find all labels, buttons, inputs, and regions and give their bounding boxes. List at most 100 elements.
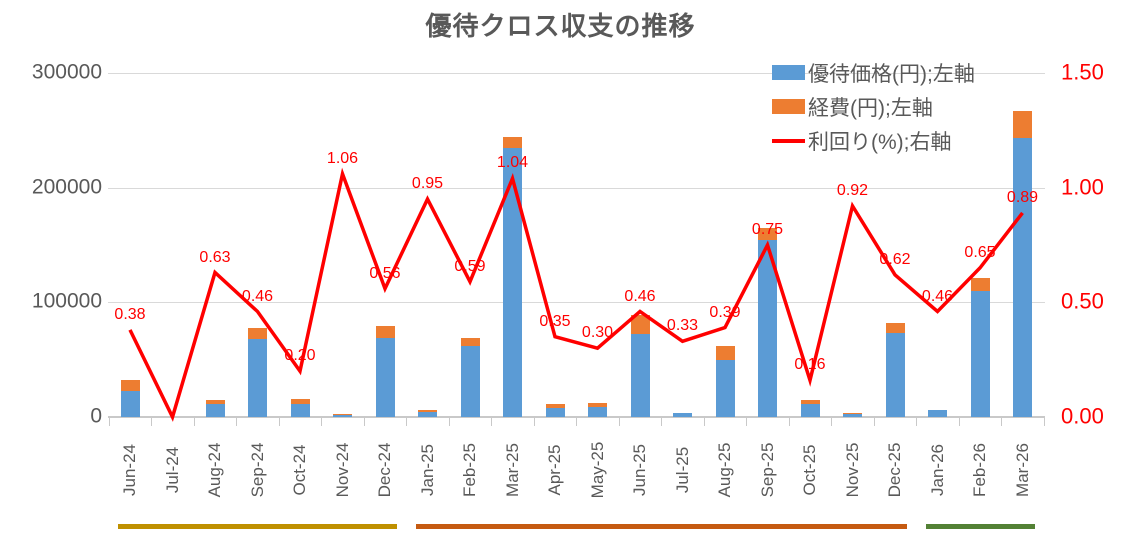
right-axis-tick-label: 0.50	[1061, 288, 1104, 314]
x-axis-tick	[406, 417, 408, 426]
x-axis-tick	[1001, 417, 1003, 426]
x-axis-label: Aug-25	[715, 442, 734, 498]
x-axis-tick	[236, 417, 238, 426]
x-axis-tick	[958, 417, 960, 426]
gridline	[108, 73, 1045, 74]
bar-expense	[120, 380, 140, 391]
bar-benefit	[248, 339, 267, 417]
x-axis-label: Jun-25	[630, 444, 649, 496]
yield-value-label: 0.62	[879, 250, 911, 268]
yield-value-label: 0.89	[1006, 188, 1039, 206]
bar-benefit	[120, 390, 140, 417]
left-axis-tick-label: 200000	[31, 175, 102, 199]
bar-benefit	[928, 410, 947, 417]
bar-benefit	[418, 411, 437, 417]
bar-benefit	[290, 404, 310, 417]
legend-swatch-expense	[772, 99, 805, 114]
bar-benefit	[333, 415, 352, 417]
bar-benefit	[715, 359, 735, 417]
bar-expense	[1013, 110, 1032, 139]
x-axis-label: Jun-24	[120, 444, 139, 496]
x-axis-label: Apr-25	[545, 444, 564, 496]
bar-benefit	[1013, 138, 1032, 417]
bar-expense	[290, 399, 310, 405]
yield-value-label: 0.92	[836, 182, 869, 199]
bar-expense	[800, 399, 820, 405]
left-axis-tick-label: 100000	[31, 289, 102, 313]
yield-value-label: 0.30	[581, 324, 614, 342]
bar-benefit	[460, 345, 480, 417]
legend-label-yield: 利回り(%);右軸	[808, 130, 952, 154]
x-axis-tick	[533, 417, 535, 426]
x-axis-tick	[916, 417, 918, 426]
left-axis-tick-label: 0	[90, 404, 102, 428]
bar-benefit	[205, 404, 225, 417]
bar-expense	[630, 314, 650, 335]
bar-benefit	[970, 290, 990, 417]
bar-benefit	[673, 412, 692, 417]
yield-value-label: 0.46	[921, 287, 954, 305]
bar-expense	[248, 327, 267, 339]
x-axis-label: Feb-26	[970, 443, 989, 497]
yield-value-label: 0.63	[199, 248, 231, 266]
x-axis-tick	[788, 417, 790, 426]
yield-value-label: 0.38	[114, 305, 146, 323]
x-axis-label: Oct-24	[290, 444, 309, 496]
yield-value-label: 0.20	[284, 347, 316, 365]
legend-swatch-yield	[772, 138, 805, 143]
bar-expense	[460, 337, 480, 346]
x-axis-tick	[1043, 417, 1045, 426]
right-axis-tick-label: 0.00	[1061, 403, 1104, 429]
gridline	[108, 187, 1045, 189]
yield-value-label: 0.56	[369, 264, 401, 282]
x-axis-label: Mar-25	[502, 443, 522, 497]
bar-expense	[843, 412, 862, 414]
x-axis-tick	[108, 417, 110, 426]
bar-expense	[205, 400, 225, 405]
x-axis-tick	[746, 417, 748, 426]
x-axis-label: Jan-25	[417, 444, 437, 496]
bar-benefit	[545, 407, 565, 417]
yield-value-label: 0.95	[411, 175, 444, 193]
x-axis-label: May-25	[587, 441, 607, 499]
yield-value-label: 0.46	[624, 287, 656, 305]
x-axis-label: Mar-26	[1012, 443, 1032, 497]
legend-label-expense: 経費(円);左軸	[808, 96, 933, 120]
x-axis-label: Sep-25	[757, 442, 777, 498]
bar-expense	[588, 403, 607, 407]
x-axis-tick	[703, 417, 705, 426]
x-axis-tick	[448, 417, 450, 426]
x-axis-label: Jan-26	[927, 444, 947, 496]
x-axis-tick	[618, 417, 620, 426]
bar-expense	[333, 413, 352, 416]
x-axis-label: Nov-25	[842, 442, 862, 498]
legend-label-benefit: 優待価格(円);左軸	[808, 62, 975, 86]
period-underline	[415, 524, 907, 529]
bar-expense	[418, 410, 437, 412]
bar-benefit	[375, 337, 395, 417]
yield-value-label: 1.04	[496, 154, 529, 172]
x-axis-tick	[151, 417, 153, 426]
x-axis-label: Sep-24	[247, 442, 267, 498]
bar-expense	[503, 137, 522, 148]
left-axis-tick-label: 300000	[31, 60, 102, 84]
legend-item-benefit: 優待価格(円);左軸	[772, 60, 975, 86]
bar-benefit	[800, 404, 820, 417]
x-axis-label: Nov-24	[332, 442, 352, 498]
yield-value-label: 0.46	[241, 287, 274, 305]
yield-value-label: 0.16	[794, 356, 826, 374]
legend-item-yield: 利回り(%);右軸	[772, 128, 975, 154]
bar-benefit	[758, 240, 777, 417]
yield-value-label: 0.39	[709, 303, 741, 321]
bar-expense	[375, 326, 395, 338]
legend-swatch-benefit	[772, 65, 805, 80]
bar-expense	[885, 322, 905, 334]
x-axis-label: Jul-25	[672, 446, 692, 494]
bar-benefit	[843, 413, 862, 417]
x-axis-label: Dec-25	[885, 442, 904, 498]
bar-expense	[715, 345, 735, 360]
chart-legend: 優待価格(円);左軸 経費(円);左軸 利回り(%);右軸	[772, 60, 975, 154]
x-axis-tick	[363, 417, 365, 426]
bar-expense	[545, 404, 565, 408]
x-axis-label: Oct-25	[800, 444, 819, 496]
